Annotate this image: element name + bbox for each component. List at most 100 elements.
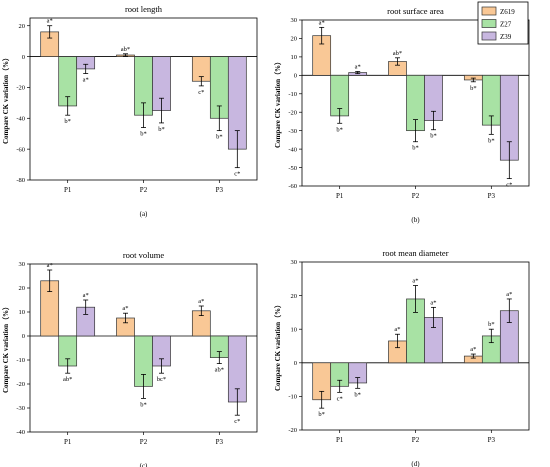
y-axis-label: Compare CK variation（%） bbox=[274, 58, 282, 148]
significance-label: b* bbox=[158, 126, 165, 133]
panel-label: (b) bbox=[411, 216, 420, 224]
chart-title: root volume bbox=[123, 250, 165, 260]
significance-label: a* bbox=[430, 299, 436, 306]
significance-label: ab* bbox=[215, 367, 224, 374]
significance-label: a* bbox=[394, 326, 400, 333]
significance-label: ab* bbox=[393, 50, 402, 57]
x-category-label: P1 bbox=[336, 192, 344, 200]
y-tick-label: -50 bbox=[288, 165, 297, 172]
significance-label: c* bbox=[337, 395, 343, 402]
x-category-label: P3 bbox=[488, 436, 496, 444]
significance-label: a* bbox=[83, 292, 89, 299]
y-tick-label: -30 bbox=[16, 405, 25, 412]
significance-label: a* bbox=[83, 77, 89, 84]
legend-swatch-z39 bbox=[481, 31, 497, 41]
y-tick-label: 0 bbox=[294, 360, 297, 367]
significance-label: ab* bbox=[63, 376, 72, 383]
y-axis-label: Compare CK variation（%） bbox=[2, 303, 10, 393]
panel-label: (c) bbox=[140, 462, 148, 467]
x-category-label: P1 bbox=[336, 436, 344, 444]
legend: Z619 Z27 Z39 bbox=[477, 1, 529, 45]
significance-label: b* bbox=[354, 391, 361, 398]
significance-label: b* bbox=[488, 321, 495, 328]
legend-label-z39: Z39 bbox=[500, 33, 512, 41]
significance-label: ab* bbox=[121, 46, 130, 53]
y-tick-label: 0 bbox=[22, 333, 25, 340]
y-axis-label: Compare CK variation（%） bbox=[2, 54, 10, 144]
x-category-label: P1 bbox=[64, 438, 72, 446]
chart-panel-1: root length 20 0 -20 -40 -60 -80 Compare CK var… bbox=[2, 4, 258, 218]
significance-label: c* bbox=[234, 418, 240, 425]
y-tick-label: -30 bbox=[288, 128, 297, 135]
y-tick-label: 20 bbox=[19, 285, 26, 292]
x-category-label: P3 bbox=[488, 192, 496, 200]
significance-label: a* bbox=[355, 63, 361, 70]
x-category-label: P1 bbox=[64, 186, 72, 194]
y-tick-label: -40 bbox=[16, 429, 25, 436]
y-tick-label: 10 bbox=[19, 309, 26, 316]
significance-label: a* bbox=[470, 346, 476, 353]
chart-title: root length bbox=[125, 4, 163, 14]
y-tick-label: -20 bbox=[288, 109, 297, 116]
y-tick-label: -10 bbox=[288, 91, 297, 98]
legend-label-z619: Z619 bbox=[500, 8, 515, 16]
chart-panel-4: root mean diameter 30 20 10 0 -10 -20 Compare C… bbox=[274, 248, 530, 467]
significance-label: a* bbox=[47, 18, 53, 25]
significance-label: b* bbox=[140, 131, 147, 138]
y-tick-label: -40 bbox=[288, 146, 297, 153]
significance-label: a* bbox=[198, 298, 204, 305]
significance-label: b* bbox=[64, 118, 71, 125]
x-category-label: P3 bbox=[216, 186, 224, 194]
y-tick-label: 30 bbox=[19, 261, 26, 268]
panel-label: (a) bbox=[140, 210, 148, 218]
y-tick-label: 20 bbox=[291, 36, 298, 43]
y-axis-label: Compare CK variation（%） bbox=[274, 301, 282, 391]
y-tick-label: -80 bbox=[16, 177, 25, 184]
y-tick-label: -20 bbox=[16, 381, 25, 388]
significance-label: b* bbox=[318, 411, 325, 418]
panel-label: (d) bbox=[411, 460, 420, 467]
y-tick-label: -60 bbox=[16, 146, 25, 153]
chart-panel-2: root surface area 30 20 10 0 -10 -20 -30 -40 -50 -… bbox=[274, 6, 530, 224]
y-tick-label: 0 bbox=[294, 73, 297, 80]
significance-label: a* bbox=[319, 19, 325, 26]
legend-swatch-z619 bbox=[481, 6, 497, 16]
significance-label: b* bbox=[430, 133, 437, 140]
y-tick-label: 0 bbox=[22, 54, 25, 61]
y-tick-label: 30 bbox=[291, 17, 298, 24]
y-tick-label: -10 bbox=[288, 394, 297, 401]
significance-label: b* bbox=[140, 401, 147, 408]
y-tick-label: 10 bbox=[291, 54, 298, 61]
significance-label: a* bbox=[47, 262, 53, 269]
significance-label: c* bbox=[506, 182, 512, 189]
x-category-label: P3 bbox=[216, 438, 224, 446]
y-tick-label: 20 bbox=[291, 293, 298, 300]
y-tick-label: -60 bbox=[288, 183, 297, 190]
significance-label: a* bbox=[412, 278, 418, 285]
significance-label: b* bbox=[336, 126, 343, 133]
y-tick-label: 30 bbox=[291, 259, 298, 266]
chart-panel-3: root volume 30 20 10 0 -10 -20 -30 -40 Compare CK… bbox=[2, 250, 258, 467]
legend-swatch-z27 bbox=[481, 19, 497, 28]
significance-label: b* bbox=[470, 85, 477, 92]
significance-label: c* bbox=[234, 171, 240, 178]
x-category-label: P2 bbox=[140, 438, 148, 446]
y-tick-label: 10 bbox=[291, 326, 298, 333]
significance-label: a* bbox=[122, 305, 128, 312]
significance-label: a* bbox=[506, 291, 512, 298]
y-tick-label: -20 bbox=[16, 85, 25, 92]
y-tick-label: -10 bbox=[16, 357, 25, 364]
x-category-label: P2 bbox=[412, 436, 420, 444]
significance-label: c* bbox=[198, 89, 204, 96]
x-category-label: P2 bbox=[140, 186, 148, 194]
chart-title: root mean diameter bbox=[382, 248, 448, 258]
y-tick-label: 20 bbox=[19, 23, 26, 30]
significance-label: bc* bbox=[157, 376, 166, 383]
significance-label: b* bbox=[488, 137, 495, 144]
legend-label-z27: Z27 bbox=[500, 21, 512, 29]
significance-label: b* bbox=[216, 134, 223, 141]
x-category-label: P2 bbox=[412, 192, 420, 200]
chart-title: root surface area bbox=[387, 6, 444, 16]
significance-label: b* bbox=[412, 145, 419, 152]
